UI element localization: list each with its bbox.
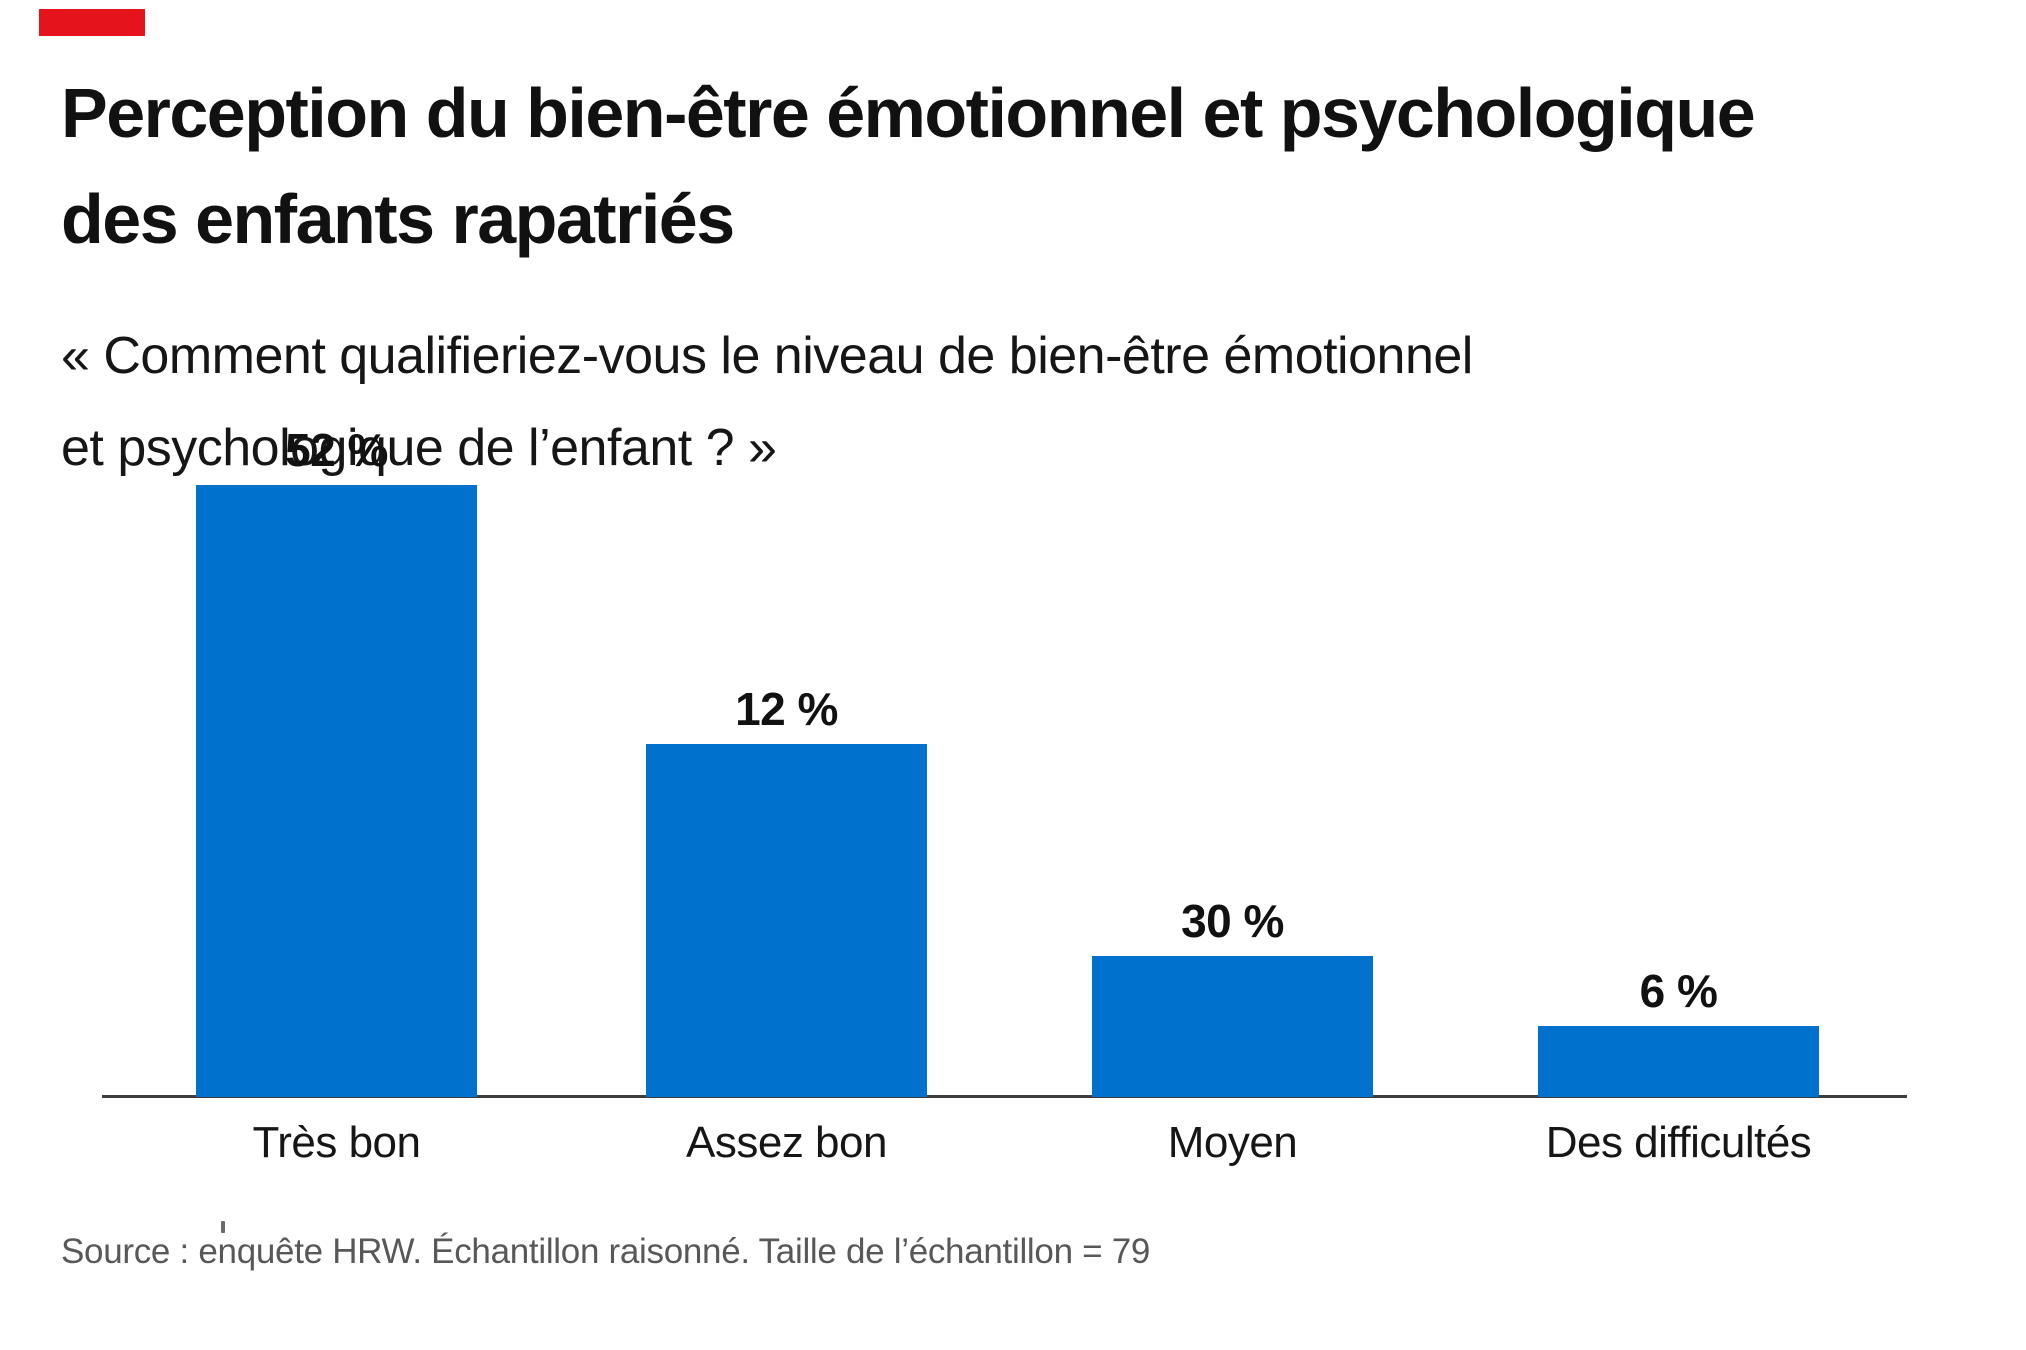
x-axis-label-4: Des difficultés bbox=[1545, 1118, 1812, 1167]
x-axis-label-2: Assez bon bbox=[686, 1118, 887, 1167]
bar-3 bbox=[1092, 956, 1373, 1097]
chart-subtitle-line1: « Comment qualifieriez-vous le niveau de… bbox=[61, 327, 1473, 385]
bar-value-label-3: 30 % bbox=[1181, 895, 1284, 947]
chart-title-line1: Perception du bien-être émotionnel et ps… bbox=[61, 74, 1756, 152]
chart-subtitle-line2: et psychologique de l’enfant ? » bbox=[61, 419, 777, 477]
chart-title-line2: des enfants rapatriés bbox=[61, 180, 735, 258]
chart-title: Perception du bien-être émotionnel et ps… bbox=[61, 60, 1941, 272]
bar-value-label-4: 6 % bbox=[1639, 965, 1718, 1017]
bar-value-label-2: 12 % bbox=[735, 683, 838, 735]
bar-1 bbox=[196, 485, 477, 1097]
bar-2 bbox=[646, 744, 927, 1097]
bar-value-label-1: 52 % bbox=[285, 424, 388, 476]
brand-red-mark bbox=[39, 9, 145, 36]
source-note: Source : enquête HRW. Échantillon raison… bbox=[61, 1232, 1151, 1271]
stray-dot bbox=[221, 1221, 225, 1233]
x-axis-line bbox=[102, 1095, 1907, 1098]
x-axis-label-1: Très bon bbox=[252, 1118, 421, 1167]
bar-4 bbox=[1538, 1026, 1819, 1097]
chart-subtitle: « Comment qualifieriez-vous le niveau de… bbox=[61, 310, 1941, 494]
x-axis-label-3: Moyen bbox=[1167, 1118, 1298, 1167]
